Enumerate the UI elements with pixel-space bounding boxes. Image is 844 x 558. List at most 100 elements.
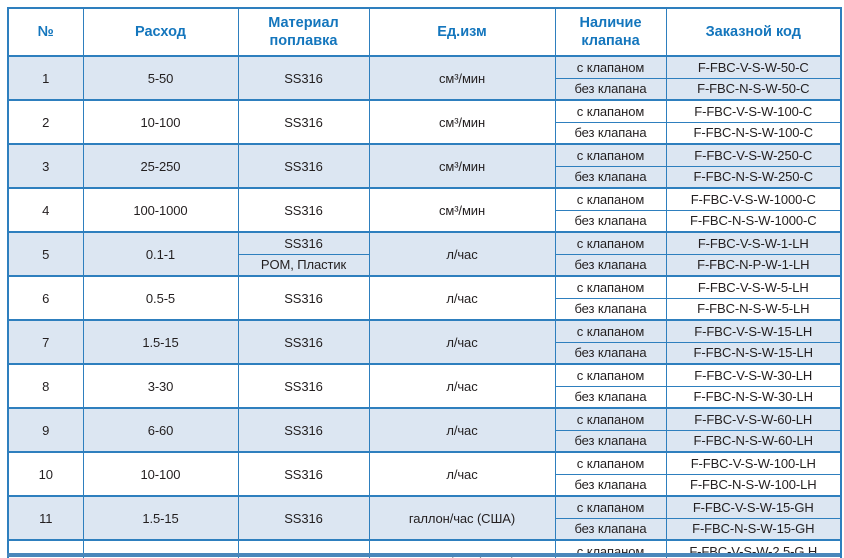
table-row: 8 3-30 SS316 л/час с клапаном F-FBC-V-S-… xyxy=(7,363,842,409)
table-subrow: без клапана F-FBC-N-S-W-15-LH xyxy=(8,341,842,365)
cell-flow: 5-50 xyxy=(82,55,239,101)
cell-valve-with: с клапаном xyxy=(554,363,667,387)
table-row: 11 1.5-15 SS316 галлон/час (США) с клапа… xyxy=(7,495,842,541)
table-subrow: без клапана F-FBC-N-S-W-60-LH xyxy=(8,429,842,453)
cell-material: SS316 xyxy=(237,319,370,365)
cell-num: 10 xyxy=(7,451,84,497)
table-subrow: без клапана F-FBC-N-S-W-100-C xyxy=(8,121,842,145)
cell-material-bottom: POM, Пластик xyxy=(237,253,370,277)
cell-valve-without: без клапана xyxy=(554,341,667,365)
cell-material-top: SS316 xyxy=(237,231,370,255)
cell-material: SS316 xyxy=(237,187,370,233)
column-header-code: Заказной код xyxy=(665,7,842,57)
cell-valve-with: с клапаном xyxy=(554,407,667,431)
cell-material: SS316 xyxy=(237,55,370,101)
column-header-valve: Наличие клапана xyxy=(554,7,667,57)
cell-code-without: F-FBC-N-S-W-15-LH xyxy=(665,341,842,365)
column-header-material: Материал поплавка xyxy=(237,7,370,57)
cell-valve-with: с клапаном xyxy=(554,319,667,343)
cell-flow: 0.1-1 xyxy=(82,231,239,277)
cell-unit: см³/мин xyxy=(368,99,556,145)
cell-valve-with: с клапаном xyxy=(554,187,667,211)
cell-material: SS316 xyxy=(237,495,370,541)
cell-unit: л/час xyxy=(368,275,556,321)
cell-valve-without: без клапана xyxy=(554,297,667,321)
cell-valve-without: без клапана xyxy=(554,429,667,453)
table-row: 1 5-50 SS316 см³/мин с клапаном F-FBC-V-… xyxy=(7,55,842,101)
cell-flow: 1.5-15 xyxy=(82,495,239,541)
cell-num: 11 xyxy=(7,495,84,541)
cell-valve-without: без клапана xyxy=(554,385,667,409)
cell-valve-with: с клапаном xyxy=(554,451,667,475)
cell-num: 5 xyxy=(7,231,84,277)
cell-valve-without: без клапана xyxy=(554,77,667,101)
cell-code-with: F-FBC-V-S-W-5-LH xyxy=(665,275,842,299)
cell-code-without: F-FBC-N-S-W-1000-C xyxy=(665,209,842,233)
cell-num: 1 xyxy=(7,55,84,101)
table-row: 3 25-250 SS316 см³/мин с клапаном F-FBC-… xyxy=(7,143,842,189)
spec-table: № Расход Материал поплавка Ед.изм Наличи… xyxy=(7,7,842,558)
cell-valve-with: с клапаном xyxy=(554,143,667,167)
bottom-accent-bar xyxy=(7,553,840,557)
cell-material: SS316 xyxy=(237,143,370,189)
table-subrow: без клапана F-FBC-N-S-W-15-GH xyxy=(8,517,842,541)
cell-code-without: F-FBC-N-S-W-100-C xyxy=(665,121,842,145)
cell-code-without: F-FBC-N-S-W-15-GH xyxy=(665,517,842,541)
cell-code-without: F-FBC-N-S-W-30-LH xyxy=(665,385,842,409)
cell-code-with: F-FBC-V-S-W-50-C xyxy=(665,55,842,79)
cell-unit: л/час xyxy=(368,363,556,409)
cell-code-with: F-FBC-V-S-W-100-C xyxy=(665,99,842,123)
cell-material: SS316 xyxy=(237,363,370,409)
table-row: 4 100-1000 SS316 см³/мин с клапаном F-FB… xyxy=(7,187,842,233)
cell-num: 2 xyxy=(7,99,84,145)
cell-code-without: F-FBC-N-S-W-5-LH xyxy=(665,297,842,321)
cell-flow: 10-100 xyxy=(82,451,239,497)
cell-num: 8 xyxy=(7,363,84,409)
cell-valve-with: с клапаном xyxy=(554,495,667,519)
cell-flow: 10-100 xyxy=(82,99,239,145)
table-row: 2 10-100 SS316 см³/мин с клапаном F-FBC-… xyxy=(7,99,842,145)
cell-flow: 0.5-5 xyxy=(82,275,239,321)
cell-flow: 3-30 xyxy=(82,363,239,409)
table-row: 10 10-100 SS316 л/час с клапаном F-FBC-V… xyxy=(7,451,842,497)
cell-unit: л/час xyxy=(368,319,556,365)
cell-valve-with: с клапаном xyxy=(554,231,667,255)
cell-code-with: F-FBC-V-S-W-1-LH xyxy=(665,231,842,255)
cell-code-with: F-FBC-V-S-W-60-LH xyxy=(665,407,842,431)
cell-flow: 1.5-15 xyxy=(82,319,239,365)
cell-code-with: F-FBC-V-S-W-1000-C xyxy=(665,187,842,211)
table-subrow: без клапана F-FBC-N-S-W-5-LH xyxy=(8,297,842,321)
cell-valve-without: без клапана xyxy=(554,473,667,497)
cell-code-with: F-FBC-V-S-W-15-LH xyxy=(665,319,842,343)
column-header-unit: Ед.изм xyxy=(368,7,556,57)
cell-material: SS316 xyxy=(237,275,370,321)
column-header-num: № xyxy=(7,7,84,57)
cell-valve-with: с клапаном xyxy=(554,99,667,123)
cell-unit: л/час xyxy=(368,231,556,277)
cell-code-with: F-FBC-V-S-W-30-LH xyxy=(665,363,842,387)
cell-unit: см³/мин xyxy=(368,143,556,189)
cell-valve-with: с клапаном xyxy=(554,55,667,79)
cell-valve-without: без клапана xyxy=(554,165,667,189)
cell-material: SS316 xyxy=(237,99,370,145)
cell-unit: см³/мин xyxy=(368,187,556,233)
cell-num: 7 xyxy=(7,319,84,365)
cell-material: SS316 xyxy=(237,451,370,497)
cell-code-without: F-FBC-N-S-W-50-C xyxy=(665,77,842,101)
cell-material: SS316 xyxy=(237,407,370,453)
cell-valve-without: без клапана xyxy=(554,517,667,541)
table-row: 6 0.5-5 SS316 л/час с клапаном F-FBC-V-S… xyxy=(7,275,842,321)
cell-valve-with: с клапаном xyxy=(554,275,667,299)
table-subrow: POM, Пластик без клапана F-FBC-N-P-W-1-L… xyxy=(8,253,842,277)
cell-code-with: F-FBC-V-S-W-15-GH xyxy=(665,495,842,519)
cell-num: 3 xyxy=(7,143,84,189)
table-row: 7 1.5-15 SS316 л/час с клапаном F-FBC-V-… xyxy=(7,319,842,365)
table-subrow: без клапана F-FBC-N-S-W-30-LH xyxy=(8,385,842,409)
cell-flow: 25-250 xyxy=(82,143,239,189)
cell-code-without: F-FBC-N-P-W-1-LH xyxy=(665,253,842,277)
header-row: № Расход Материал поплавка Ед.изм Наличи… xyxy=(7,7,842,57)
cell-code-without: F-FBC-N-S-W-60-LH xyxy=(665,429,842,453)
table-row: 5 0.1-1 SS316 л/час с клапаном F-FBC-V-S… xyxy=(7,231,842,277)
cell-flow: 6-60 xyxy=(82,407,239,453)
